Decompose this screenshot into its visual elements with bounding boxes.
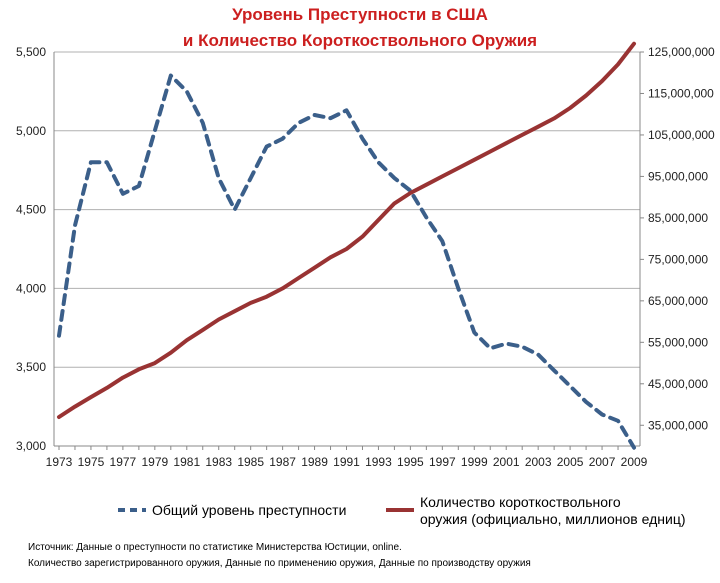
right-tick-label: 75,000,000 [648, 252, 708, 266]
right-tick-label: 45,000,000 [648, 377, 708, 391]
chart-title: Уровень Преступности в США и Количество … [183, 5, 537, 50]
source-line-2: Количество зарегистрированного оружия, Д… [28, 558, 531, 569]
left-tick-label: 3,500 [16, 360, 46, 374]
left-tick-label: 4,500 [16, 203, 46, 217]
right-tick-label: 55,000,000 [648, 335, 708, 349]
x-tick-label: 1999 [461, 455, 488, 469]
chart-title-line-2: и Количество Короткоствольного Оружия [183, 31, 537, 50]
chart-title-line-1: Уровень Преступности в США [232, 5, 488, 24]
source-line-1: Источник: Данные о преступности по стати… [28, 542, 402, 553]
left-tick-label: 5,000 [16, 124, 46, 138]
right-tick-label: 125,000,000 [648, 45, 715, 59]
x-tick-label: 2003 [525, 455, 552, 469]
right-tick-label: 95,000,000 [648, 169, 708, 183]
right-tick-label: 35,000,000 [648, 418, 708, 432]
x-tick-label: 1983 [205, 455, 232, 469]
x-tick-label: 1989 [301, 455, 328, 469]
legend-label-guns-line-2: оружия (официально, миллионов едниц) [420, 511, 686, 527]
x-tick-label: 1981 [173, 455, 200, 469]
x-tick-label: 1991 [333, 455, 360, 469]
right-tick-label: 65,000,000 [648, 294, 708, 308]
x-axis-ticks: 1973 1975 1977 1979 1981 1983 1985 1987 1989 1991… [46, 446, 648, 469]
right-axis-ticks: 35,000,000 45,000,000 55,000,000 65,000,000… [640, 45, 715, 432]
legend: Общий уровень преступности Количество ко… [118, 494, 686, 527]
x-tick-label: 2001 [493, 455, 520, 469]
left-tick-label: 4,000 [16, 281, 46, 295]
x-tick-label: 1979 [141, 455, 168, 469]
series-group [57, 41, 636, 450]
series-line-crime [57, 73, 636, 450]
left-tick-label: 5,500 [16, 45, 46, 59]
x-tick-label: 1993 [365, 455, 392, 469]
right-tick-label: 105,000,000 [648, 128, 715, 142]
x-tick-label: 2005 [557, 455, 584, 469]
right-tick-label: 85,000,000 [648, 211, 708, 225]
x-tick-label: 1995 [397, 455, 424, 469]
right-tick-label: 115,000,000 [648, 86, 714, 100]
x-tick-label: 1987 [269, 455, 296, 469]
x-tick-label: 1997 [429, 455, 456, 469]
x-tick-label: 1975 [78, 455, 105, 469]
x-tick-label: 1977 [110, 455, 137, 469]
left-axis-ticks: 3,000 3,500 4,000 4,500 5,000 5,500 [16, 45, 46, 453]
x-tick-label: 1985 [237, 455, 264, 469]
legend-label-crime: Общий уровень преступности [152, 502, 346, 518]
left-tick-label: 3,000 [16, 439, 46, 453]
x-tick-label: 2009 [621, 455, 648, 469]
series-line-guns [57, 41, 636, 419]
legend-label-guns-line-1: Количество короткоствольного [420, 494, 621, 510]
source-note: Источник: Данные о преступности по стати… [28, 542, 531, 569]
x-tick-label: 2007 [589, 455, 616, 469]
x-tick-label: 1973 [46, 455, 73, 469]
